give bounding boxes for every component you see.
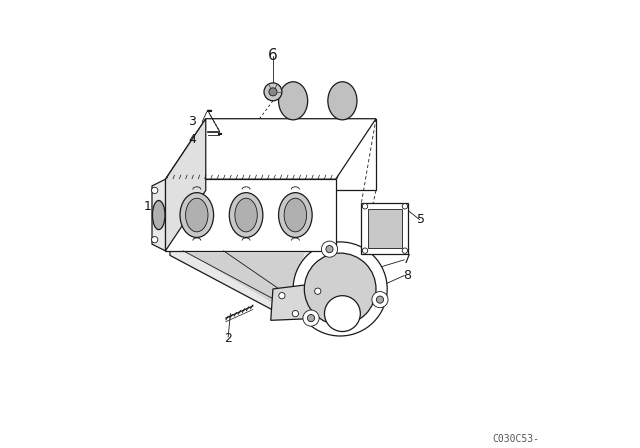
Polygon shape xyxy=(271,282,326,320)
Ellipse shape xyxy=(152,200,165,229)
Text: 3: 3 xyxy=(188,115,196,129)
Text: 6: 6 xyxy=(268,48,278,64)
Ellipse shape xyxy=(229,193,263,237)
Text: 2: 2 xyxy=(224,332,232,345)
Circle shape xyxy=(304,253,376,325)
Text: 8: 8 xyxy=(403,269,412,282)
Circle shape xyxy=(292,310,298,317)
Circle shape xyxy=(303,310,319,326)
Circle shape xyxy=(152,237,158,243)
Circle shape xyxy=(362,248,368,253)
Text: 4: 4 xyxy=(188,133,196,146)
Ellipse shape xyxy=(278,82,308,120)
Polygon shape xyxy=(165,179,335,251)
Circle shape xyxy=(293,242,387,336)
Text: C030C53-: C030C53- xyxy=(493,434,540,444)
Circle shape xyxy=(279,293,285,299)
Circle shape xyxy=(264,83,282,101)
Polygon shape xyxy=(362,202,408,254)
Circle shape xyxy=(324,296,360,332)
Polygon shape xyxy=(205,119,376,190)
Text: 7: 7 xyxy=(403,253,412,267)
Circle shape xyxy=(321,241,337,257)
Ellipse shape xyxy=(186,198,208,232)
Circle shape xyxy=(362,203,368,209)
Circle shape xyxy=(269,88,277,96)
Ellipse shape xyxy=(284,198,307,232)
Ellipse shape xyxy=(180,193,214,237)
Circle shape xyxy=(315,288,321,294)
Polygon shape xyxy=(368,209,402,247)
Text: 1: 1 xyxy=(143,199,152,213)
Circle shape xyxy=(326,246,333,253)
Ellipse shape xyxy=(328,82,357,120)
Ellipse shape xyxy=(278,193,312,237)
Polygon shape xyxy=(165,119,376,179)
Polygon shape xyxy=(165,119,205,251)
Polygon shape xyxy=(170,251,317,311)
Polygon shape xyxy=(152,179,165,251)
Ellipse shape xyxy=(235,198,257,232)
Circle shape xyxy=(307,314,315,322)
Circle shape xyxy=(152,187,158,194)
Circle shape xyxy=(376,296,383,303)
Circle shape xyxy=(402,248,408,253)
Circle shape xyxy=(402,203,408,209)
Text: 5: 5 xyxy=(417,213,425,226)
Polygon shape xyxy=(188,253,305,307)
Circle shape xyxy=(372,292,388,308)
